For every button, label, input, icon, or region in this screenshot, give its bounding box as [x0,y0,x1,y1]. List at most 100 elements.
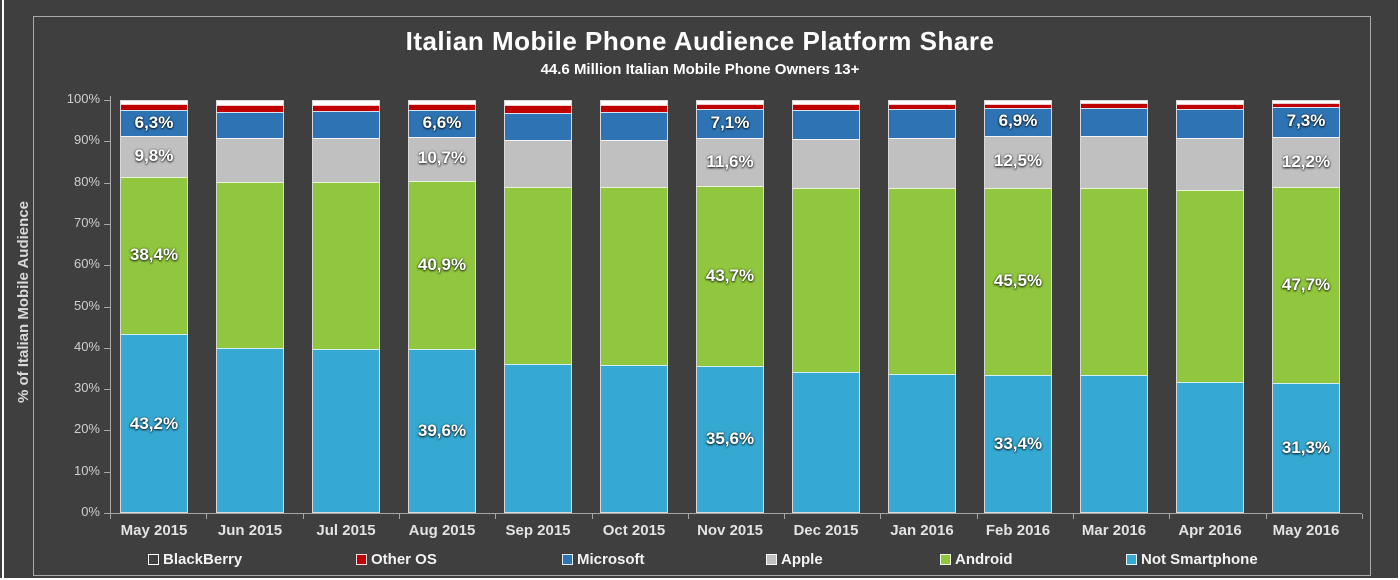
bar-segment-blackberry [121,101,187,105]
x-category-label: Jan 2016 [890,522,954,539]
bar-segment-apple [505,140,571,187]
legend-label: BlackBerry [163,550,243,568]
bar-segment-apple [1177,138,1243,190]
y-axis-title: % of Italian Mobile Audience [15,201,32,403]
x-category-label: Jul 2015 [316,522,376,539]
stacked-bar [888,100,956,513]
bar-segment-android [889,187,955,374]
y-tick-label: 10% [73,462,100,478]
x-category-label: May 2015 [120,522,188,539]
bar-segment-microsoft [697,109,763,139]
bar-segment-android [1273,187,1339,384]
stacked-bar: 43,2% 38,4% 9,8% 6,3% [120,100,188,513]
bar-segment-blackberry [1081,101,1147,104]
bar-segment-blackberry [985,101,1051,104]
legend-label: Android [955,550,1013,568]
y-tick-label: 20% [73,421,100,437]
y-axis-tick [104,223,110,225]
y-tick-label: 50% [73,297,100,313]
bar-segment-apple [313,138,379,182]
bar-segment-not-smartphone [313,348,379,512]
bar-segment-not-smartphone [217,348,283,512]
x-axis-tick [1073,514,1075,519]
chart-title: Italian Mobile Phone Audience Platform S… [405,26,995,56]
bar-segment-android [1177,189,1243,382]
bar-segment-blackberry [1273,101,1339,104]
legend-label: Microsoft [577,550,645,568]
bar-segment-other-os [409,104,475,111]
bar-segment-blackberry [889,101,955,104]
x-axis-tick [1362,514,1363,519]
x-axis-tick [976,514,978,519]
bar-segment-not-smartphone [505,363,571,512]
legend-swatch [148,553,159,565]
y-tick-label: 30% [73,380,100,396]
legend-label: Not Smartphone [1141,550,1258,568]
bar-segment-not-smartphone [1081,375,1147,512]
chart-subtitle: 44.6 Million Italian Mobile Phone Owners… [540,61,860,78]
bar-segment-other-os [889,103,955,110]
stacked-bar: 31,3% 47,7% 12,2% 7,3% [1272,100,1340,513]
bar-segment-android [121,176,187,335]
bar-segment-other-os [601,104,667,112]
bar-segment-apple [121,136,187,177]
bar-segment-android [793,187,859,373]
y-tick-label: 0% [81,504,100,519]
bar-segment-android [985,187,1051,375]
x-category-label: Feb 2016 [985,522,1051,539]
x-axis-tick [495,514,497,519]
bar-segment-other-os [121,104,187,111]
bar-segment-microsoft [121,110,187,137]
y-axis-tick [104,306,110,308]
bar-segment-microsoft [889,109,955,139]
x-category-label: Apr 2016 [1178,522,1242,539]
x-category-label: Sep 2015 [505,522,571,539]
bar-segment-blackberry [505,101,571,105]
bar-segment-microsoft [313,111,379,139]
x-axis-tick [687,514,689,519]
legend-item-android: Android [940,550,1013,568]
legend-swatch [940,553,951,565]
stacked-bar [600,100,668,513]
bar-segment-apple [601,140,667,188]
x-axis-tick [1169,514,1171,519]
legend-label: Other OS [371,550,437,568]
legend-item-blackberry: BlackBerry [148,550,243,568]
bar-segment-other-os [217,104,283,112]
y-tick-label: 40% [73,338,100,354]
x-category-label: Jun 2015 [217,522,283,539]
bar-segment-android [697,186,763,366]
bar-segment-other-os [985,103,1051,109]
x-axis-tick [302,514,304,519]
y-axis-tick [104,182,110,184]
y-axis-line [110,96,111,514]
bar-segment-microsoft [217,111,283,139]
stacked-bar [504,100,572,513]
bar-segment-microsoft [409,110,475,138]
y-axis-tick [104,265,110,267]
bar-segment-apple [409,137,475,182]
bar-segment-android [409,181,475,350]
frame-edge-left [2,0,4,580]
bar-segment-other-os [793,104,859,111]
bar-segment-android [217,182,283,349]
bar-segment-android [505,186,571,364]
bar-segment-apple [697,138,763,187]
frame-edge-right [1398,0,1400,580]
bar-segment-blackberry [409,101,475,105]
bar-segment-microsoft [601,111,667,141]
bar-segment-microsoft [1081,107,1147,137]
y-axis-tick [104,100,110,101]
legend-label: Apple [781,550,823,568]
bar-segment-microsoft [793,110,859,139]
legend-item-other-os: Other OS [356,550,437,568]
x-category-label: Oct 2015 [602,522,666,539]
y-tick-label: 90% [73,132,100,148]
bar-segment-apple [985,136,1051,188]
bar-segment-blackberry [793,101,859,105]
bar-segment-not-smartphone [409,349,475,512]
bar-segment-not-smartphone [697,365,763,512]
bar-segment-blackberry [1177,101,1243,104]
bar-segment-apple [1273,137,1339,188]
